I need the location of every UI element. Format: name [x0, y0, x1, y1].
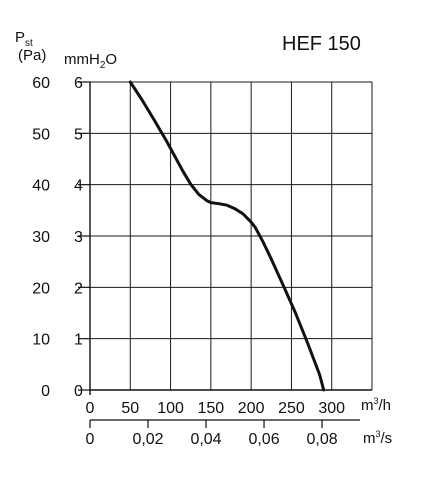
y-axis-left-symbol: P	[15, 29, 25, 46]
y-tick-label-pa: 30	[32, 229, 50, 246]
y-tick-label-mmh2o: 6	[74, 75, 83, 92]
x-tick-label-m3h: 100	[157, 400, 184, 417]
y-tick-label-pa: 0	[41, 383, 50, 400]
y-tick-label-mmh2o: 4	[74, 178, 83, 195]
y-tick-label-mmh2o: 0	[74, 383, 83, 400]
y-tick-label-pa: 20	[32, 280, 50, 297]
y-axis-right-prefix: mmH	[64, 51, 100, 68]
x-tick-label-m3h: 0	[86, 400, 95, 417]
x-axis-bottom-label: m3/s	[363, 429, 392, 447]
series-line	[128, 80, 326, 392]
y-tick-label-mmh2o: 3	[74, 229, 83, 246]
x-axis-top-suffix: /h	[379, 397, 392, 414]
y-tick-labels-mmh2o: 0 1 2 3 4 5 6	[74, 75, 83, 400]
x-tick-labels-m3s: 0 0,02 0,04 0,06 0,08	[86, 431, 338, 448]
x-axis-bottom-suffix: /s	[381, 430, 393, 447]
x-tick-label-m3h: 150	[198, 400, 225, 417]
chart-title: HEF 150	[282, 33, 361, 55]
y-axis-left-subscript: st	[25, 38, 33, 49]
x-tick-labels-m3h: 0 50 100 150 200 250 300	[86, 400, 346, 417]
x-axis-bottom-base: m	[363, 430, 376, 447]
y-tick-label-pa: 50	[32, 126, 50, 143]
x-tick-label-m3h: 250	[278, 400, 305, 417]
x-tick-label-m3s: 0,06	[248, 431, 279, 448]
y-tick-label-mmh2o: 5	[74, 126, 83, 143]
y-tick-labels-pa: 0 10 20 30 40 50 60	[32, 75, 50, 400]
x-tick-label-m3h: 300	[318, 400, 345, 417]
axis-lines	[78, 81, 372, 428]
x-tick-label-m3h: 50	[121, 400, 139, 417]
y-tick-label-pa: 10	[32, 332, 50, 349]
y-tick-label-mmh2o: 2	[74, 280, 83, 297]
x-tick-label-m3s: 0,08	[306, 431, 337, 448]
grid-lines	[90, 81, 373, 390]
x-axis-top-superscript: 3	[374, 396, 379, 406]
y-axis-right-label: mmH2O	[64, 51, 117, 71]
y-tick-label-pa: 40	[32, 178, 50, 195]
x-tick-label-m3s: 0,04	[190, 431, 221, 448]
x-axis-top-label: m3/h	[361, 396, 391, 414]
y-tick-label-pa: 60	[32, 75, 50, 92]
y-tick-label-mmh2o: 1	[74, 332, 83, 349]
x-axis-bottom-superscript: 3	[376, 429, 381, 439]
y-axis-left-label: Pst	[15, 29, 33, 49]
y-axis-right-suffix: O	[105, 51, 117, 68]
series-layer	[128, 80, 326, 392]
x-tick-label-m3s: 0,02	[132, 431, 163, 448]
y-axis-right-subscript: 2	[100, 60, 106, 71]
y-axis-left-unit: (Pa)	[18, 47, 46, 64]
x-tick-label-m3s: 0	[86, 431, 95, 448]
x-axis-top-base: m	[361, 397, 374, 414]
x-tick-label-m3h: 200	[238, 400, 265, 417]
